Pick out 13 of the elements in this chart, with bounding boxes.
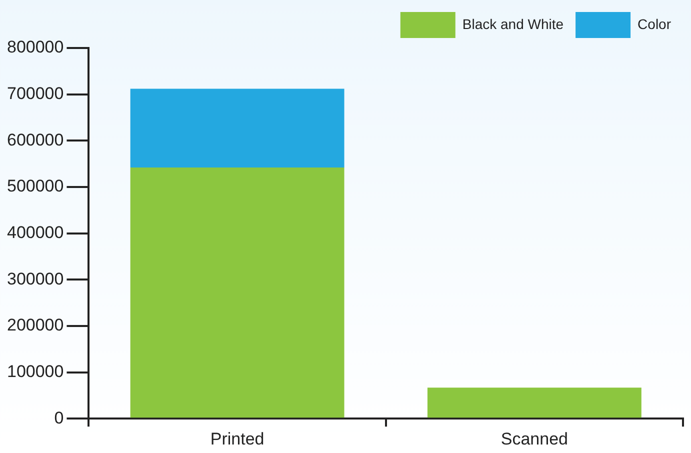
y-tick-label: 0 bbox=[54, 408, 64, 428]
x-tick-label: Printed bbox=[210, 429, 264, 448]
legend-label: Color bbox=[638, 16, 672, 32]
x-tick-label: Scanned bbox=[500, 429, 568, 448]
y-tick-label: 100000 bbox=[6, 362, 64, 381]
legend-label: Black and White bbox=[462, 16, 564, 32]
y-tick-label: 800000 bbox=[6, 38, 64, 57]
y-tick-label: 500000 bbox=[6, 176, 64, 196]
y-tick-label: 700000 bbox=[6, 84, 64, 104]
y-tick-label: 600000 bbox=[6, 130, 64, 150]
y-tick-label: 200000 bbox=[6, 316, 64, 335]
y-tick-label: 300000 bbox=[6, 269, 64, 288]
y-tick-label: 400000 bbox=[6, 222, 64, 242]
